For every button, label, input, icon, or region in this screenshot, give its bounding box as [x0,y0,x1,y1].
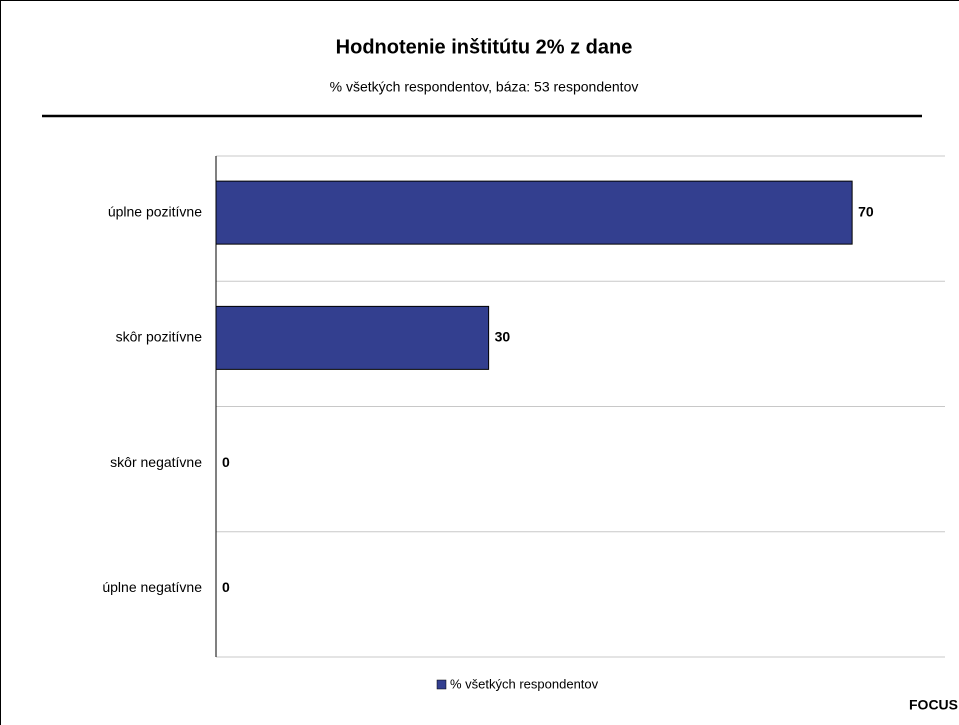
y-tick-label: skôr pozitívne [116,329,203,345]
value-label: 30 [495,329,511,345]
value-label: 70 [858,203,874,219]
legend-label: % všetkých respondentov [450,676,599,691]
source: FOCUS [909,697,958,713]
y-tick-label: úplne negatívne [102,579,202,595]
chart-title: Hodnotenie inštitútu 2% z dane [336,36,633,58]
value-label: 0 [222,579,230,595]
y-tick-label: úplne pozitívne [108,203,202,219]
value-label: 0 [222,454,230,470]
y-tick-label: skôr negatívne [110,454,202,470]
bar [215,305,490,370]
bar [215,180,853,245]
chart-subtitle: % všetkých respondentov, báza: 53 respon… [330,79,639,95]
legend-swatch [436,679,447,690]
